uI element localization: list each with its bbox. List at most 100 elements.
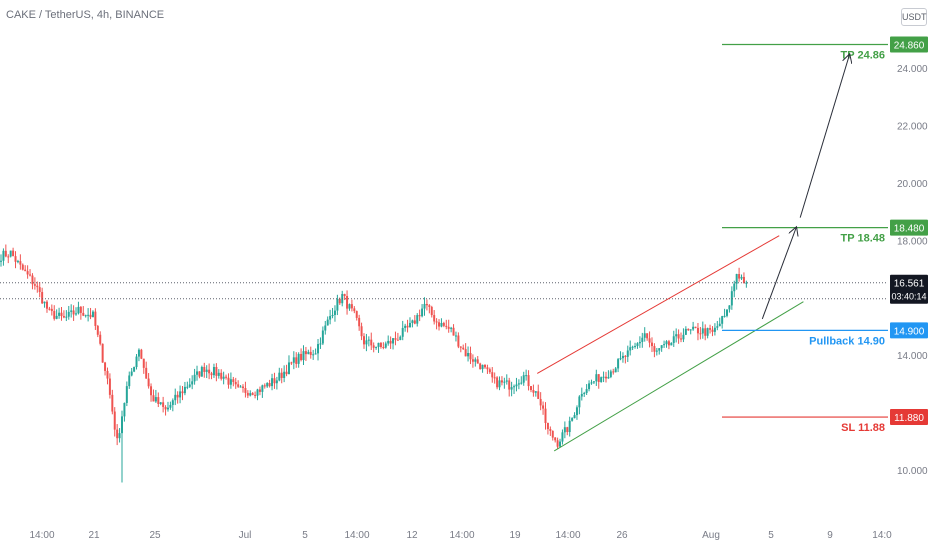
candle-body: [169, 404, 172, 408]
candle-body: [406, 325, 409, 328]
level-price-tag: [890, 219, 928, 236]
candle-body: [36, 285, 39, 288]
candle-body: [401, 327, 404, 337]
candle-body: [568, 420, 571, 433]
candle-body: [653, 346, 656, 352]
candle-body: [723, 315, 726, 317]
symbol-title[interactable]: CAKE / TetherUS, 4h, BINANCE: [6, 9, 165, 21]
candle-body: [682, 334, 685, 340]
level-label: TP 24.86: [841, 50, 885, 62]
candle-body: [636, 343, 639, 346]
candle-body: [508, 380, 511, 390]
time-tick-label: 14:00: [29, 530, 54, 541]
candle-body: [459, 346, 462, 348]
candle-body: [55, 315, 58, 319]
candle-body: [728, 305, 731, 310]
candle-body: [433, 315, 436, 322]
channel-lower-line: [553, 301, 804, 452]
candle-body: [9, 250, 12, 257]
candle-body: [413, 320, 416, 324]
time-tick-label: 25: [149, 530, 161, 541]
candle-body: [21, 264, 24, 270]
candle-body: [699, 333, 702, 335]
candle-body: [166, 407, 169, 410]
candle-body: [735, 274, 738, 284]
candle-body: [457, 335, 460, 347]
candle-body: [113, 411, 116, 430]
candle-body: [125, 386, 128, 403]
candle-body: [418, 315, 421, 317]
candle-body: [694, 326, 697, 328]
candle-body: [704, 328, 707, 336]
candle-body: [75, 313, 78, 315]
candle-body: [621, 355, 624, 359]
candle-body: [2, 250, 5, 261]
countdown-label: 03:40:14: [891, 292, 926, 302]
candle-body: [648, 338, 651, 343]
candle-body: [450, 327, 453, 329]
time-tick-label: 14:0: [872, 530, 892, 541]
price-axis[interactable]: 210.00012.00014.00016.00018.00020.00022.…: [888, 0, 932, 550]
candle-body: [711, 329, 714, 332]
candle-body: [89, 314, 92, 318]
candle-body: [440, 322, 443, 327]
candle-body: [317, 344, 320, 354]
candle-body: [181, 391, 184, 394]
candle-body: [379, 342, 382, 347]
candle-body: [525, 375, 528, 377]
candle-body: [91, 311, 94, 318]
candle-body: [324, 325, 327, 331]
candle-body: [159, 402, 162, 404]
time-axis[interactable]: 14:00 21 25 Jul 5 14:00 12 14:00 19 14:00 26 Aug 5 9 1…: [29, 530, 892, 541]
candle-body: [82, 312, 85, 316]
candle-body: [469, 353, 472, 360]
candle-body: [333, 310, 336, 315]
candle-body: [220, 372, 223, 379]
level-label: SL 11.88: [841, 422, 885, 434]
candle-body: [104, 362, 107, 371]
candle-body: [595, 374, 598, 382]
candle-body: [394, 338, 397, 340]
candle-body: [416, 315, 419, 324]
candle-body: [258, 389, 261, 392]
candle-body: [372, 345, 375, 348]
time-tick-label: 5: [302, 530, 308, 541]
candle-body: [261, 385, 264, 392]
candle-body: [399, 336, 402, 340]
candle-body: [225, 376, 228, 378]
candle-body: [464, 349, 467, 357]
level-price-tag-label: 14.900: [894, 326, 925, 337]
candle-body: [336, 298, 339, 311]
candle-body: [539, 398, 542, 406]
drawings-layer: TP 24.86 TP 18.48 Pullback 14.90 SL 11.88: [0, 43, 888, 452]
candle-body: [48, 308, 51, 310]
candle-body: [249, 393, 252, 396]
current-price-label: 16.561: [894, 279, 925, 290]
candle-body: [481, 364, 484, 370]
candle-body: [607, 376, 610, 379]
candle-body: [646, 333, 649, 339]
candle-body: [295, 357, 298, 364]
candle-body: [67, 311, 70, 317]
candle-body: [65, 316, 68, 318]
candle-body: [573, 415, 576, 419]
currency-badge[interactable]: USDT: [901, 8, 927, 26]
candle-body: [486, 367, 489, 370]
level-price-tag-label: 18.480: [894, 224, 925, 235]
candle-body: [99, 334, 102, 344]
candle-body: [31, 275, 34, 285]
current-price-tag: [890, 274, 928, 304]
candle-body: [585, 389, 588, 393]
candle-body: [452, 327, 455, 336]
candle-body: [367, 339, 370, 341]
candle-body: [534, 391, 537, 393]
price-tick-label: 18.000: [897, 236, 928, 247]
price-tick-label: 24.000: [897, 64, 928, 75]
candle-body: [205, 369, 208, 372]
candle-body: [718, 323, 721, 327]
candle-body: [592, 381, 595, 383]
candle-body: [549, 429, 552, 431]
candle-body: [363, 336, 365, 345]
